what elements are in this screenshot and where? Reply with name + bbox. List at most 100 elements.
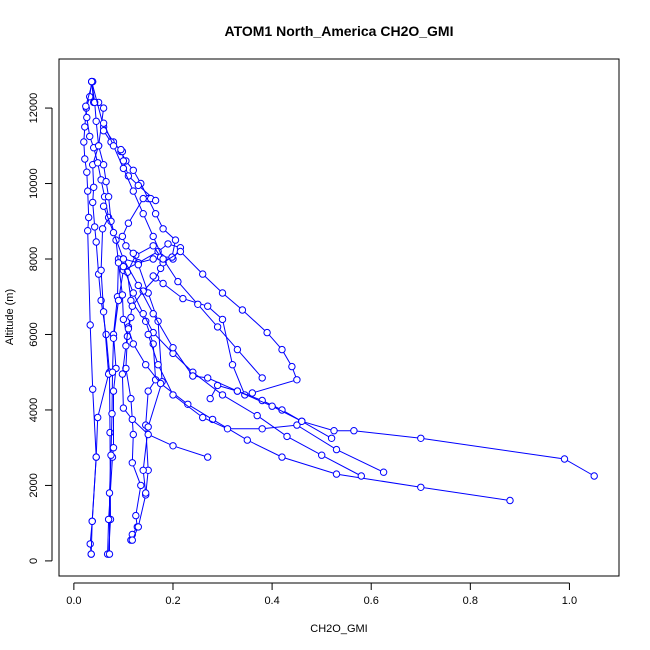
y-axis-label: Altitude (m) [4,289,16,345]
data-point [151,196,160,205]
data-point [86,132,94,141]
data-point [144,330,152,339]
data-point [89,385,97,393]
y-tick-label: 6000 [28,322,40,346]
data-point [199,413,207,422]
data-point [90,183,98,192]
series-9 [119,262,365,480]
y-tick-label: 4000 [28,398,40,422]
data-point [119,164,128,173]
data-point [87,550,95,558]
data-point [83,113,91,122]
y-tick-label: 0 [28,558,40,564]
data-point [248,389,257,397]
data-point [223,425,232,433]
plot-frame [58,58,620,577]
data-point [278,345,286,354]
data-point [129,187,138,195]
data-point [129,249,138,258]
data-point [92,453,100,461]
data-point [99,161,108,169]
data-point [86,540,94,548]
y-tick-label: 8000 [28,247,40,271]
data-point [134,523,143,531]
data-point [129,430,138,439]
data-point [278,453,286,461]
data-point [128,536,137,544]
data-point [417,434,425,442]
x-tick-label: 0.8 [463,595,478,607]
data-point [107,451,115,459]
data-point [128,459,137,467]
series-line [103,206,332,439]
data-point [99,119,108,127]
data-point [139,310,147,318]
data-point [169,391,177,399]
data-point [357,472,365,480]
data-point [142,489,150,497]
data-point [139,466,147,474]
series-line [103,122,263,379]
data-point [124,219,133,227]
x-tick-label: 0.4 [264,595,279,607]
data-point [89,198,97,207]
data-point [199,270,207,278]
data-point [128,415,137,424]
data-point [233,387,242,395]
data-point [109,444,118,452]
data-point [189,372,197,380]
series-11 [144,330,388,476]
data-point [318,451,326,459]
data-point [298,417,306,425]
data-point [122,342,130,350]
data-point [379,468,388,476]
data-point [118,291,127,299]
data-point [164,240,172,248]
x-tick-label: 0.0 [66,595,81,607]
data-point [332,470,341,478]
series-4 [88,77,145,544]
data-point [142,361,150,369]
data-point [139,210,147,218]
data-point [293,421,301,429]
data-point [218,391,227,399]
x-tick-label: 0.6 [364,595,379,607]
data-point [92,117,100,126]
data-point [106,428,114,437]
data-point [238,306,247,314]
data-point [134,281,143,290]
data-point [98,225,107,233]
data-point [171,236,180,244]
data-point [118,232,127,241]
data-point [506,496,514,505]
data-point [109,228,118,237]
data-point [218,289,227,297]
data-point [117,145,125,154]
data-point [109,142,118,150]
series-7 [118,247,301,461]
series-12 [99,202,336,442]
data-point [99,202,108,210]
data-point [194,300,202,308]
data-point [204,374,212,382]
data-point [253,411,261,420]
data-point [129,166,138,175]
data-point [327,434,336,442]
x-tick-label: 0.2 [165,595,180,607]
data-point [84,187,92,195]
data-point [129,289,138,297]
series-8 [124,313,514,505]
data-point [332,445,341,454]
data-point [109,387,118,395]
data-point [176,247,185,256]
chart-title: ATOM1 North_America CH2O_GMI [225,23,454,39]
data-point [137,481,145,490]
data-point [94,142,103,150]
data-point [149,232,157,241]
data-point [84,227,92,235]
data-point [80,138,88,146]
data-point [218,315,227,324]
series-layer [80,77,598,558]
y-axis: 0 2000 4000 6000 8000 10000 12000 [28,93,53,564]
data-point [99,308,108,316]
